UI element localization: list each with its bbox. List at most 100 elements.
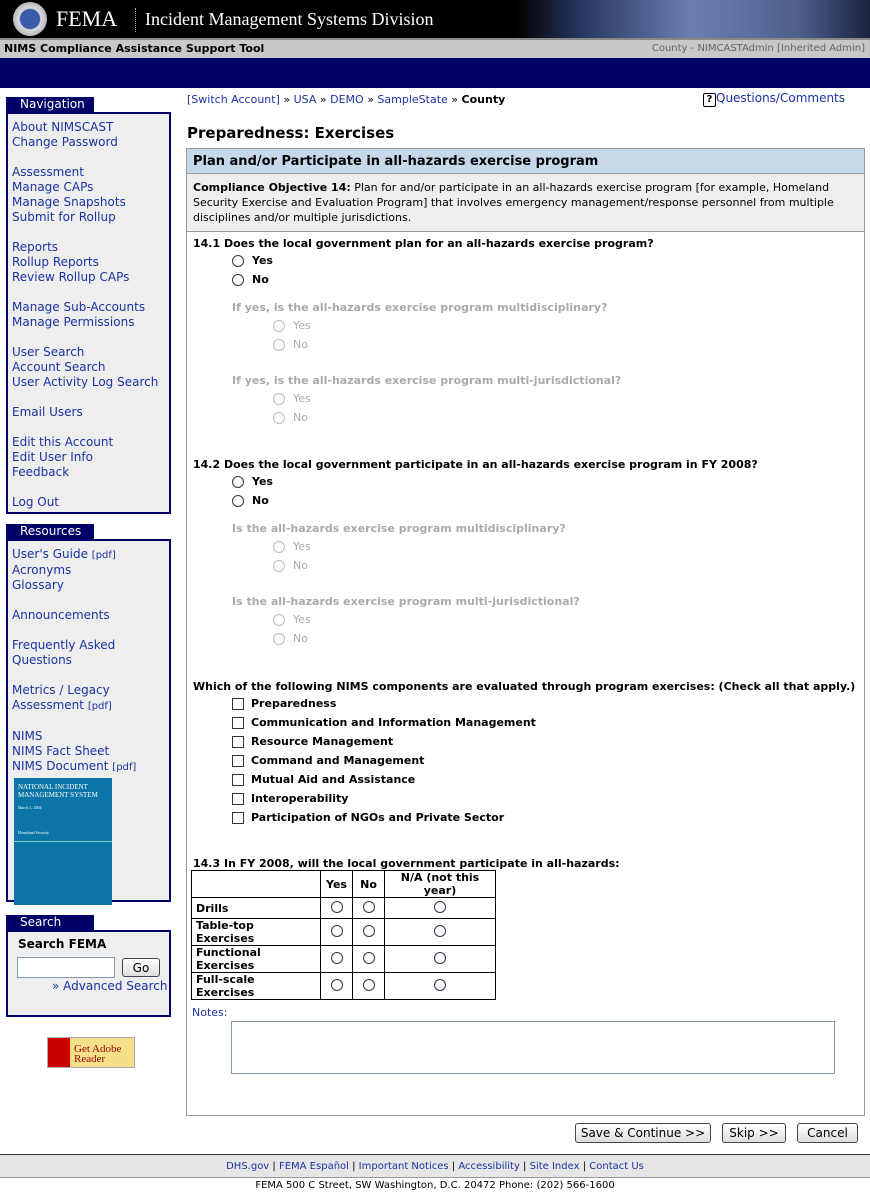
sidebar-link[interactable]: Review Rollup CAPs (12, 270, 130, 284)
radio-button[interactable] (362, 900, 375, 913)
footer-link[interactable]: Important Notices (358, 1161, 449, 1172)
radio-option-yes[interactable]: Yes (232, 254, 273, 267)
sidebar-link[interactable]: Feedback (12, 465, 70, 479)
skip-button[interactable]: Skip >> (722, 1123, 786, 1143)
radio-button[interactable] (362, 924, 375, 937)
component-checkbox[interactable]: Resource Management (232, 735, 393, 748)
radio-button[interactable] (273, 540, 285, 553)
sidebar-link[interactable]: User Search (12, 345, 85, 359)
nims-document-cover[interactable]: NATIONAL INCIDENT MANAGEMENT SYSTEM March… (14, 778, 112, 905)
radio-button[interactable] (273, 613, 285, 626)
search-input[interactable] (17, 957, 115, 978)
radio-option-yes[interactable]: Yes (273, 613, 311, 626)
sidebar-link[interactable]: About NIMSCAST (12, 120, 114, 134)
cancel-button[interactable]: Cancel (797, 1123, 858, 1143)
radio-button[interactable] (362, 951, 375, 964)
radio-option-yes[interactable]: Yes (232, 475, 273, 488)
sidebar-link[interactable]: Log Out (12, 495, 60, 509)
radio-button[interactable] (434, 924, 446, 937)
checkbox[interactable] (232, 811, 244, 824)
sidebar-link[interactable]: Rollup Reports (12, 255, 99, 269)
save-continue-button[interactable]: Save & Continue >> (575, 1123, 711, 1143)
checkbox[interactable] (232, 735, 244, 748)
component-checkbox[interactable]: Participation of NGOs and Private Sector (232, 811, 504, 824)
radio-option-no[interactable]: No (273, 338, 308, 351)
radio-button[interactable] (273, 411, 285, 424)
resource-link[interactable]: Announcements (12, 608, 110, 622)
resource-link[interactable]: NIMS Fact Sheet (12, 744, 110, 758)
checkbox[interactable] (232, 773, 244, 786)
notes-label: Notes: (192, 1006, 228, 1019)
checkbox[interactable] (232, 697, 244, 710)
radio-button[interactable] (273, 632, 285, 645)
sidebar-link[interactable]: Edit User Info (12, 450, 93, 464)
switch-account-link[interactable]: [Switch Account] (187, 93, 280, 106)
breadcrumb: [Switch Account] » USA » DEMO » SampleSt… (187, 93, 505, 106)
component-checkbox[interactable]: Command and Management (232, 754, 424, 767)
breadcrumb-link[interactable]: SampleState (377, 93, 448, 106)
radio-button[interactable] (273, 559, 285, 572)
get-adobe-reader-badge[interactable]: Get Adobe Reader (47, 1037, 135, 1068)
radio-button[interactable] (362, 978, 375, 991)
checkbox[interactable] (232, 754, 244, 767)
radio-option-no[interactable]: No (232, 494, 269, 507)
radio-button[interactable] (434, 978, 446, 991)
radio-button[interactable] (232, 273, 244, 286)
sidebar-link[interactable]: Manage Snapshots (12, 195, 126, 209)
component-checkbox[interactable]: Mutual Aid and Assistance (232, 773, 415, 786)
resource-link[interactable]: Acronyms (12, 563, 72, 577)
radio-option-no[interactable]: No (273, 411, 308, 424)
radio-button[interactable] (330, 978, 343, 991)
radio-button[interactable] (330, 900, 343, 913)
sidebar-link[interactable]: Assessment (12, 165, 84, 179)
component-checkbox[interactable]: Preparedness (232, 697, 336, 710)
footer-link[interactable]: FEMA Español (278, 1161, 349, 1172)
radio-option-no[interactable]: No (273, 632, 308, 645)
resource-link[interactable]: NIMS (12, 729, 43, 743)
resource-link[interactable]: User's Guide [pdf] (12, 547, 116, 561)
radio-button[interactable] (330, 924, 343, 937)
checkbox[interactable] (232, 792, 244, 805)
footer-link[interactable]: Contact Us (589, 1161, 644, 1172)
sidebar-link[interactable]: Reports (12, 240, 59, 254)
sidebar-link[interactable]: Email Users (12, 405, 83, 419)
radio-button[interactable] (434, 951, 446, 964)
footer-link[interactable]: Accessibility (458, 1161, 520, 1172)
resource-link[interactable]: Metrics / Legacy Assessment [pdf] (12, 683, 112, 712)
resource-link[interactable]: Frequently Asked Questions (12, 638, 116, 667)
radio-button[interactable] (273, 392, 285, 405)
breadcrumb-link[interactable]: USA (293, 93, 317, 106)
radio-button[interactable] (232, 475, 244, 488)
radio-option-yes[interactable]: Yes (273, 319, 311, 332)
advanced-search-link[interactable]: » Advanced Search (52, 979, 168, 993)
sidebar-link[interactable]: Edit this Account (12, 435, 114, 449)
footer-link[interactable]: Site Index (529, 1161, 580, 1172)
sidebar-link[interactable]: Manage CAPs (12, 180, 94, 194)
notes-textarea[interactable] (231, 1021, 835, 1074)
component-checkbox[interactable]: Interoperability (232, 792, 348, 805)
radio-option-yes[interactable]: Yes (273, 392, 311, 405)
sidebar-link[interactable]: Manage Permissions (12, 315, 135, 329)
breadcrumb-link[interactable]: DEMO (330, 93, 364, 106)
radio-button[interactable] (232, 494, 244, 507)
radio-button[interactable] (232, 254, 244, 267)
go-button[interactable]: Go (122, 958, 160, 977)
sidebar-link[interactable]: User Activity Log Search (12, 375, 159, 389)
questions-comments-link[interactable]: ? Questions/Comments (703, 91, 845, 107)
radio-option-no[interactable]: No (273, 559, 308, 572)
component-checkbox[interactable]: Communication and Information Management (232, 716, 536, 729)
radio-button[interactable] (273, 338, 285, 351)
radio-option-yes[interactable]: Yes (273, 540, 311, 553)
checkbox[interactable] (232, 716, 244, 729)
sidebar-link[interactable]: Manage Sub-Accounts (12, 300, 146, 314)
radio-button[interactable] (273, 319, 285, 332)
radio-button[interactable] (434, 900, 446, 913)
radio-button[interactable] (330, 951, 343, 964)
resource-link[interactable]: Glossary (12, 578, 64, 592)
sidebar-link[interactable]: Account Search (12, 360, 106, 374)
sidebar-link[interactable]: Submit for Rollup (12, 210, 116, 224)
footer-link[interactable]: DHS.gov (226, 1161, 270, 1172)
radio-option-no[interactable]: No (232, 273, 269, 286)
resource-link[interactable]: NIMS Document [pdf] (12, 759, 137, 773)
sidebar-link[interactable]: Change Password (12, 135, 118, 149)
